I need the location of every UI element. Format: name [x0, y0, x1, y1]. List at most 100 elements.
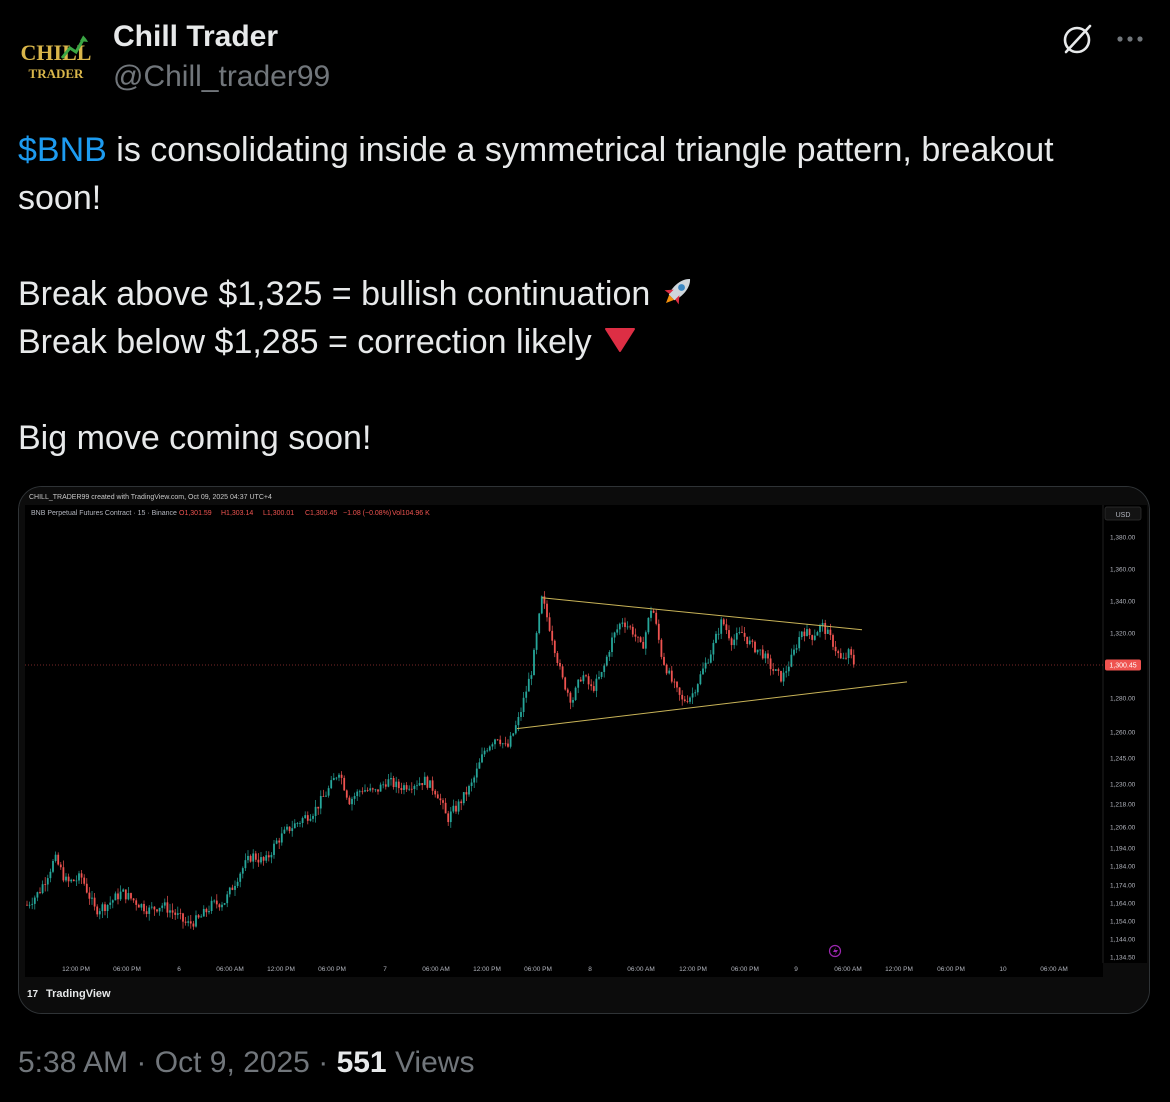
candle-body [735, 632, 738, 640]
views-label: Views [386, 1046, 475, 1079]
candle-body [553, 640, 556, 654]
candle-body [28, 904, 31, 906]
candle-body [527, 678, 530, 692]
candle-body [839, 653, 842, 659]
x-tick-label: 12:00 PM [62, 966, 90, 973]
avatar[interactable]: CHILL TRADER [18, 24, 94, 100]
candle-body [70, 879, 73, 882]
candle-body [756, 649, 759, 653]
candle-body [161, 905, 164, 908]
candle-body [137, 904, 140, 908]
candle-body [639, 637, 642, 642]
candle-body [774, 669, 777, 671]
candle-body [847, 649, 850, 658]
candle-body [728, 630, 730, 639]
candle-body [119, 891, 122, 900]
candle-body [787, 666, 790, 672]
candle-body [416, 785, 418, 787]
candle-body [369, 788, 372, 791]
candle-body [501, 743, 504, 745]
candle-body [452, 805, 455, 812]
ohlc-open: O1,301.59 [179, 510, 212, 517]
candle-body [382, 784, 385, 786]
candle-body [704, 662, 707, 669]
candle-body [343, 777, 346, 791]
symbol-line: BNB Perpetual Futures Contract · 15 · Bi… [31, 510, 177, 517]
candle-body [824, 622, 827, 634]
candle-body [273, 843, 275, 855]
candle-body [637, 636, 639, 638]
timestamp-link[interactable]: 5:38 AM · Oct 9, 2025 [18, 1046, 310, 1079]
candle-body [252, 853, 255, 862]
candle-body [483, 750, 486, 755]
candle-body [629, 626, 632, 628]
candle-body [306, 815, 309, 821]
candle-body [808, 629, 811, 636]
y-tick-label: 1,194.00 [1110, 846, 1136, 853]
candle-body [670, 670, 673, 682]
rocket-icon [664, 278, 691, 305]
x-tick-label: 06:00 AM [216, 966, 243, 973]
candle-body [767, 653, 769, 659]
text-line-2-content: Break above $1,325 = bullish continuatio… [18, 275, 651, 313]
chart-image[interactable]: CHILL_TRADER99 created with TradingView.… [18, 486, 1150, 1014]
candle-body [444, 802, 447, 814]
candle-body [696, 684, 699, 693]
candle-body [423, 776, 426, 786]
candle-body [392, 777, 395, 788]
candle-body [184, 921, 187, 923]
candle-body [65, 876, 67, 881]
chart-watermark: CHILL_TRADER99 created with TradingView.… [29, 494, 272, 501]
candle-body [852, 654, 855, 665]
candle-body [122, 889, 125, 892]
x-tick-label: 06:00 PM [731, 966, 759, 973]
handle[interactable]: @Chill_trader99 [113, 60, 331, 93]
candle-body [702, 668, 704, 675]
candle-body [49, 871, 52, 879]
candle-body [127, 893, 130, 900]
candle-body [335, 777, 338, 779]
current-price-tag [1105, 659, 1141, 671]
cashtag-link[interactable]: $BNB [18, 131, 107, 169]
y-tick-label: 1,280.00 [1110, 696, 1136, 703]
candle-body [798, 637, 801, 649]
grok-icon[interactable] [1060, 22, 1094, 56]
candle-body [39, 892, 41, 894]
candle-body [405, 785, 408, 790]
y-tick-label: 1,260.00 [1110, 730, 1136, 737]
candle-body [486, 750, 489, 752]
display-name[interactable]: Chill Trader [113, 20, 279, 53]
candle-body [221, 904, 223, 908]
candle-body [436, 794, 439, 799]
candle-body [317, 806, 320, 809]
candle-body [197, 915, 200, 918]
candle-body [351, 798, 353, 805]
candle-body [465, 792, 468, 795]
more-icon[interactable] [1112, 24, 1148, 54]
candle-body [845, 657, 847, 659]
candle-body [759, 649, 762, 651]
text-line-3: Break below $1,285 = correction likely [18, 318, 1138, 366]
candle-body [291, 828, 294, 832]
candle-body [655, 612, 658, 624]
candle-body [660, 639, 663, 657]
candle-body [715, 633, 717, 643]
candle-body [761, 649, 764, 659]
triangle-lower-line [516, 681, 908, 730]
candle-body [163, 902, 166, 906]
candle-body [603, 665, 606, 672]
candle-body [426, 776, 429, 788]
candle-body [158, 907, 161, 912]
candle-body [442, 800, 444, 803]
candle-body [397, 781, 400, 789]
text-line-3-content: Break below $1,285 = correction likely [18, 323, 592, 361]
candle-body [611, 637, 613, 653]
candle-body [491, 744, 494, 747]
candle-body [504, 743, 507, 745]
candle-body [270, 854, 273, 858]
candle-body [837, 651, 840, 654]
candle-body [569, 692, 572, 703]
candle-body [57, 854, 60, 865]
tradingview-chart: CHILL_TRADER99 created with TradingView.… [19, 487, 1149, 1013]
candle-body [722, 619, 725, 625]
